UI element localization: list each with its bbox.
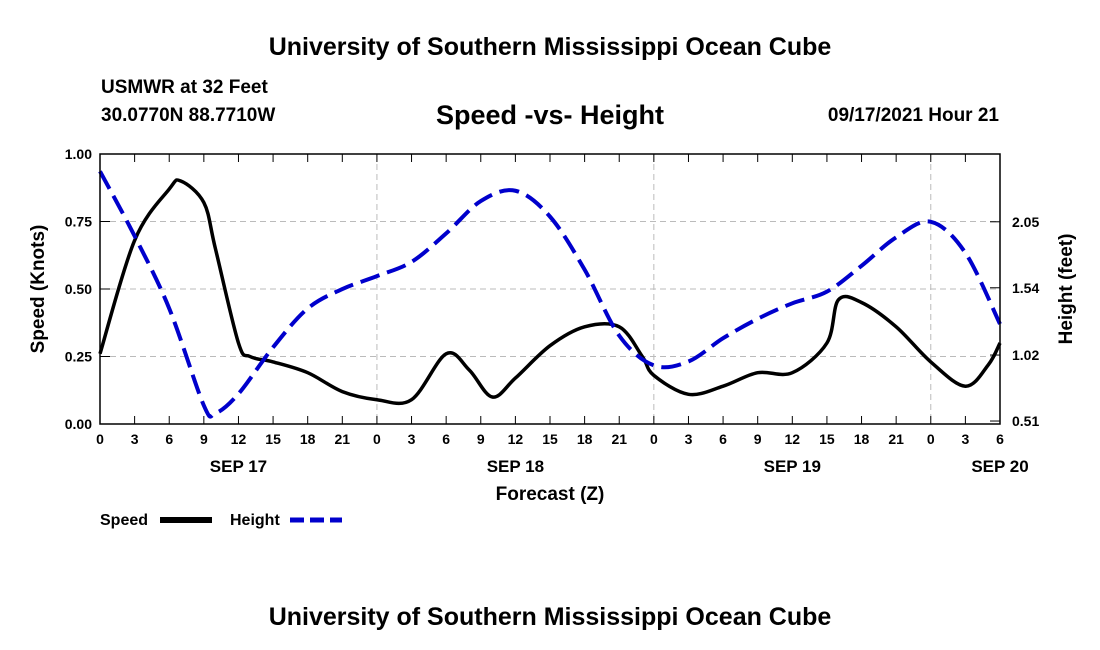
date-label: SEP 19: [764, 457, 821, 476]
x-tick-label: 3: [408, 431, 416, 447]
x-tick-label: 3: [131, 431, 139, 447]
y2-tick-label: 2.05: [1012, 214, 1039, 230]
x-tick-label: 21: [888, 431, 904, 447]
legend: Speed Height: [100, 512, 342, 529]
y2-tick-label: 0.51: [1012, 413, 1039, 429]
y2-tick-label: 1.54: [1012, 280, 1039, 296]
y2-tick-label: 1.02: [1012, 347, 1039, 363]
x-axis-ticks: 0 3 6 9 12 15 18 21 0 3 6 9 12 15 18 21 0 3 6 9 12 15 18 21 0 3 6: [96, 154, 1004, 447]
x-tick-label: 18: [300, 431, 316, 447]
y2-axis-title: Height (feet): [1056, 234, 1077, 345]
y-tick-label: 0.75: [65, 214, 92, 230]
x-tick-label: 0: [927, 431, 935, 447]
x-tick-label: 0: [373, 431, 381, 447]
x-tick-label: 6: [442, 431, 450, 447]
date-labels: SEP 17 SEP 18 SEP 19 SEP 20: [210, 457, 1029, 476]
station-label: USMWR at 32 Feet: [101, 77, 268, 98]
legend-label-height: Height: [230, 512, 280, 529]
x-tick-label: 0: [650, 431, 658, 447]
y-axis-ticks: 0.00 0.25 0.50 0.75 1.00: [65, 146, 110, 432]
series-line-height: [98, 170, 1002, 419]
x-tick-label: 12: [231, 431, 247, 447]
x-tick-label: 0: [96, 431, 104, 447]
x-tick-label: 18: [577, 431, 593, 447]
y-axis-title: Speed (Knots): [28, 225, 49, 354]
x-tick-label: 3: [685, 431, 693, 447]
y2-axis-ticks: 0.51 1.02 1.54 2.05: [990, 214, 1039, 429]
x-tick-label: 6: [165, 431, 173, 447]
x-tick-label: 15: [542, 431, 558, 447]
x-tick-label: 9: [200, 431, 208, 447]
series-line-speed: [98, 178, 1002, 406]
page-title: University of Southern Mississippi Ocean…: [268, 33, 832, 61]
x-tick-label: 6: [719, 431, 727, 447]
x-tick-label: 6: [996, 431, 1004, 447]
x-tick-label: 21: [335, 431, 351, 447]
date-label: SEP 20: [971, 457, 1028, 476]
x-tick-label: 3: [961, 431, 969, 447]
footer-title: University of Southern Mississippi Ocean…: [268, 603, 832, 631]
x-tick-label: 9: [477, 431, 485, 447]
series-lines: [98, 170, 1002, 419]
x-tick-label: 18: [854, 431, 870, 447]
x-tick-label: 15: [819, 431, 835, 447]
date-label: SEP 17: [210, 457, 267, 476]
x-axis-title: Forecast (Z): [496, 484, 605, 505]
y-tick-label: 0.25: [65, 349, 92, 365]
x-tick-label: 15: [265, 431, 281, 447]
y-tick-label: 0.00: [65, 416, 92, 432]
y-tick-label: 1.00: [65, 146, 92, 162]
station-coordinates: 30.0770N 88.7710W: [101, 105, 276, 126]
chart-title: Speed -vs- Height: [435, 100, 665, 130]
x-tick-label: 12: [508, 431, 524, 447]
date-label: SEP 18: [487, 457, 544, 476]
x-tick-label: 9: [754, 431, 762, 447]
forecast-datetime: 09/17/2021 Hour 21: [827, 105, 999, 126]
legend-label-speed: Speed: [100, 512, 148, 529]
x-tick-label: 21: [611, 431, 627, 447]
grid: [100, 154, 1000, 424]
y-tick-label: 0.50: [65, 281, 92, 297]
x-tick-label: 12: [785, 431, 801, 447]
